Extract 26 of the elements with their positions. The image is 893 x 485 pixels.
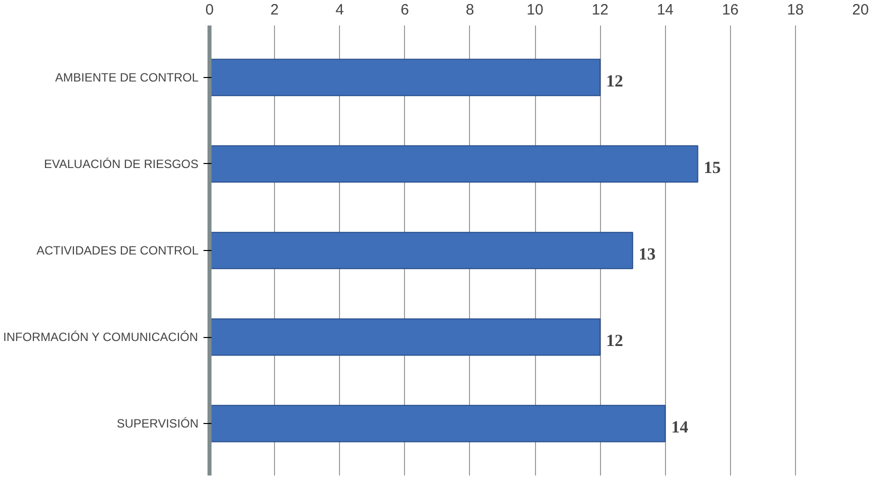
y-tick-label: EVALUACIÓN DE RIESGOS [44,156,198,171]
x-tick-label: 16 [722,2,739,18]
y-tick-label: SUPERVISIÓN [116,416,199,431]
data-label: 14 [671,418,689,437]
bar [210,232,634,270]
bar [210,58,601,96]
x-tick-label: 18 [787,2,804,18]
data-label: 15 [704,158,721,177]
data-label: 12 [606,71,624,90]
data-label: 13 [638,244,656,264]
x-tick-label: 0 [205,2,214,18]
x-tick-label: 14 [656,2,674,18]
y-tick-label: INFORMACIÓN Y COMUNICACIÓN [3,330,198,344]
y-tick-label: AMBIENTE DE CONTROL [55,70,199,84]
x-tick-label: 20 [852,2,869,18]
x-tick-label: 4 [336,2,344,18]
x-tick-label: 12 [592,2,608,18]
y-tick-label: ACTIVIDADES DE CONTROL [36,244,199,258]
x-tick-label: 10 [526,2,544,18]
x-tick-label: 6 [400,2,409,18]
x-tick-label: 8 [466,2,474,18]
data-label: 12 [606,331,624,350]
bar [210,318,601,356]
bar [210,145,698,183]
bar [210,404,666,442]
x-tick-label: 2 [270,2,279,18]
